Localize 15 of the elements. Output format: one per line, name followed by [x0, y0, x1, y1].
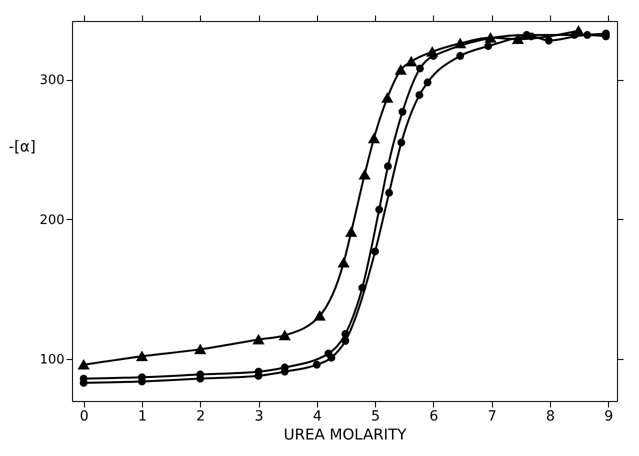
x-tick-label: 9 — [604, 408, 614, 424]
x-tick-label: 3 — [254, 408, 264, 424]
y-tick-label: 200 — [40, 212, 64, 228]
x-tick-label: 8 — [546, 408, 555, 424]
x-tick-label: 2 — [196, 408, 206, 424]
x-tick-label: 6 — [429, 408, 438, 424]
y-axis-title: -[α] — [8, 138, 36, 156]
x-tick-label: 1 — [138, 408, 147, 424]
x-tick-label: 5 — [371, 408, 380, 424]
x-tick-label: 4 — [312, 408, 322, 424]
y-tick-label: 100 — [40, 352, 64, 368]
y-tick-label: 300 — [40, 73, 64, 88]
x-axis-title: UREA MOLARITY — [284, 426, 408, 444]
x-tick-label: 7 — [488, 408, 497, 424]
x-tick-label: 0 — [80, 408, 89, 424]
